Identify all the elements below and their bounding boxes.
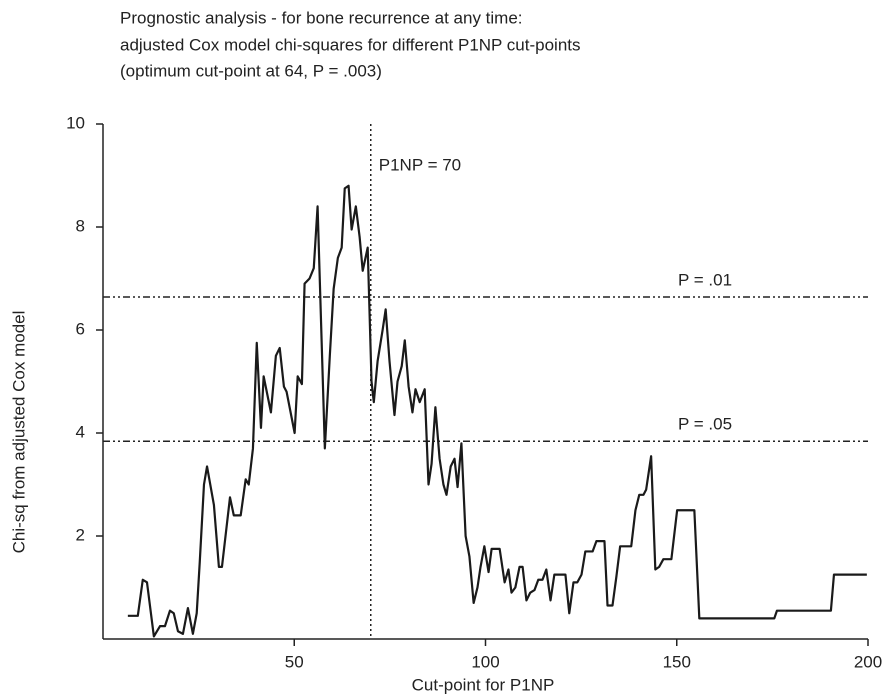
reference-label: P1NP = 70 [379, 155, 461, 174]
y-tick-label: 4 [76, 422, 85, 441]
x-tick-label: 200 [854, 652, 882, 671]
reference-label: P = .01 [678, 271, 732, 290]
reference-label: P = .05 [678, 415, 732, 434]
x-axis-label: Cut-point for P1NP [412, 675, 555, 694]
data-line [127, 184, 867, 638]
x-tick-label: 50 [285, 652, 304, 671]
x-tick-label: 100 [471, 652, 499, 671]
chart-title: adjusted Cox model chi-squares for diffe… [120, 35, 581, 54]
y-tick-label: 8 [76, 216, 85, 235]
chart-title: (optimum cut-point at 64, P = .003) [120, 61, 382, 80]
y-tick-label: 2 [76, 525, 85, 544]
chart-title: Prognostic analysis - for bone recurrenc… [120, 8, 523, 27]
y-axis-label: Chi-sq from adjusted Cox model [9, 311, 28, 554]
y-tick-label: 10 [66, 113, 85, 132]
x-tick-label: 150 [663, 652, 691, 671]
y-tick-label: 6 [76, 319, 85, 338]
